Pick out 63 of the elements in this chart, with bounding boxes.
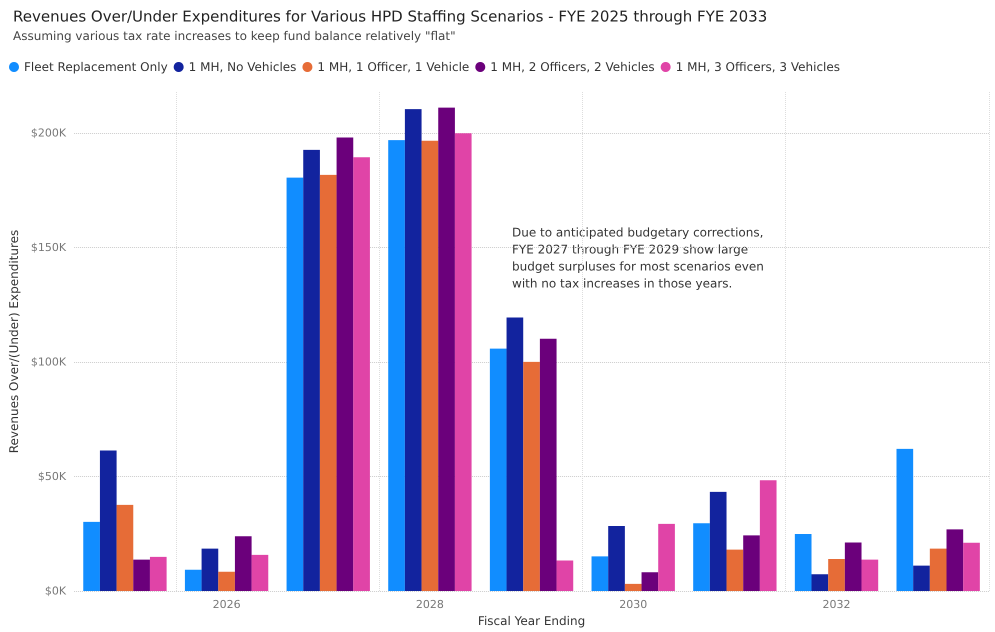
bar (930, 548, 947, 591)
bar (133, 560, 150, 591)
legend-label: 1 MH, 2 Officers, 2 Vehicles (490, 60, 655, 74)
chart-subtitle: Assuming various tax rate increases to keep fund balance relatively "flat" (13, 29, 456, 43)
bar (946, 529, 964, 591)
legend-label: 1 MH, 1 Officer, 1 Vehicle (317, 60, 470, 74)
bar (693, 523, 710, 591)
bar (896, 448, 914, 591)
y-tick-label: $100K (30, 356, 67, 369)
bar (116, 504, 134, 591)
bar (828, 558, 845, 591)
bar (286, 178, 304, 591)
bar (252, 554, 268, 591)
bar (844, 542, 862, 591)
bar (234, 536, 252, 591)
x-tick-label: 2032 (822, 598, 851, 611)
bar (202, 548, 218, 591)
legend-label: 1 MH, No Vehicles (188, 60, 296, 74)
y-tick-label: $50K (38, 470, 67, 484)
bar (320, 174, 337, 591)
y-axis-title: Revenues Over/(Under) Expenditures (7, 230, 21, 454)
bar (184, 570, 202, 591)
bar (83, 522, 100, 591)
bar (540, 338, 557, 591)
bar (963, 542, 980, 591)
bar (624, 584, 642, 591)
bar (710, 492, 727, 591)
bar (490, 348, 507, 591)
bar (913, 566, 930, 591)
bar (592, 556, 608, 591)
y-tick-label: $200K (30, 126, 67, 140)
bar (556, 560, 574, 591)
x-tick-label: 2030 (619, 598, 648, 611)
bar (438, 108, 455, 591)
bar (726, 550, 744, 591)
y-tick-label: $150K (30, 241, 67, 254)
bar (608, 526, 625, 591)
bar (862, 560, 878, 591)
bar (422, 140, 438, 591)
bar (100, 450, 117, 591)
bar (760, 480, 777, 591)
bar (642, 572, 658, 591)
bar (303, 150, 320, 591)
legend-label: 1 MH, 3 Officers, 3 Vehicles (676, 60, 840, 74)
x-tick-label: 2026 (212, 598, 241, 611)
bar (794, 534, 812, 591)
bar (388, 140, 405, 591)
bar (218, 572, 235, 591)
x-axis-title: Fiscal Year Ending (478, 614, 586, 628)
bar (658, 524, 675, 591)
bar (353, 157, 370, 591)
y-tick-label: $0K (44, 584, 67, 598)
bar (336, 138, 354, 591)
bar (404, 109, 422, 591)
bar (506, 317, 524, 591)
bar (523, 362, 540, 591)
chart-title: Revenues Over/Under Expenditures for Various HPD Staffing Scenarios - FYE 2025 through FYE 2033 (13, 8, 768, 26)
x-tick-label: 2028 (416, 598, 444, 611)
legend-label: Fleet Replacement Only (24, 60, 168, 74)
bar (454, 133, 472, 591)
bar (743, 535, 760, 591)
bar (150, 556, 167, 591)
bar (812, 574, 828, 591)
